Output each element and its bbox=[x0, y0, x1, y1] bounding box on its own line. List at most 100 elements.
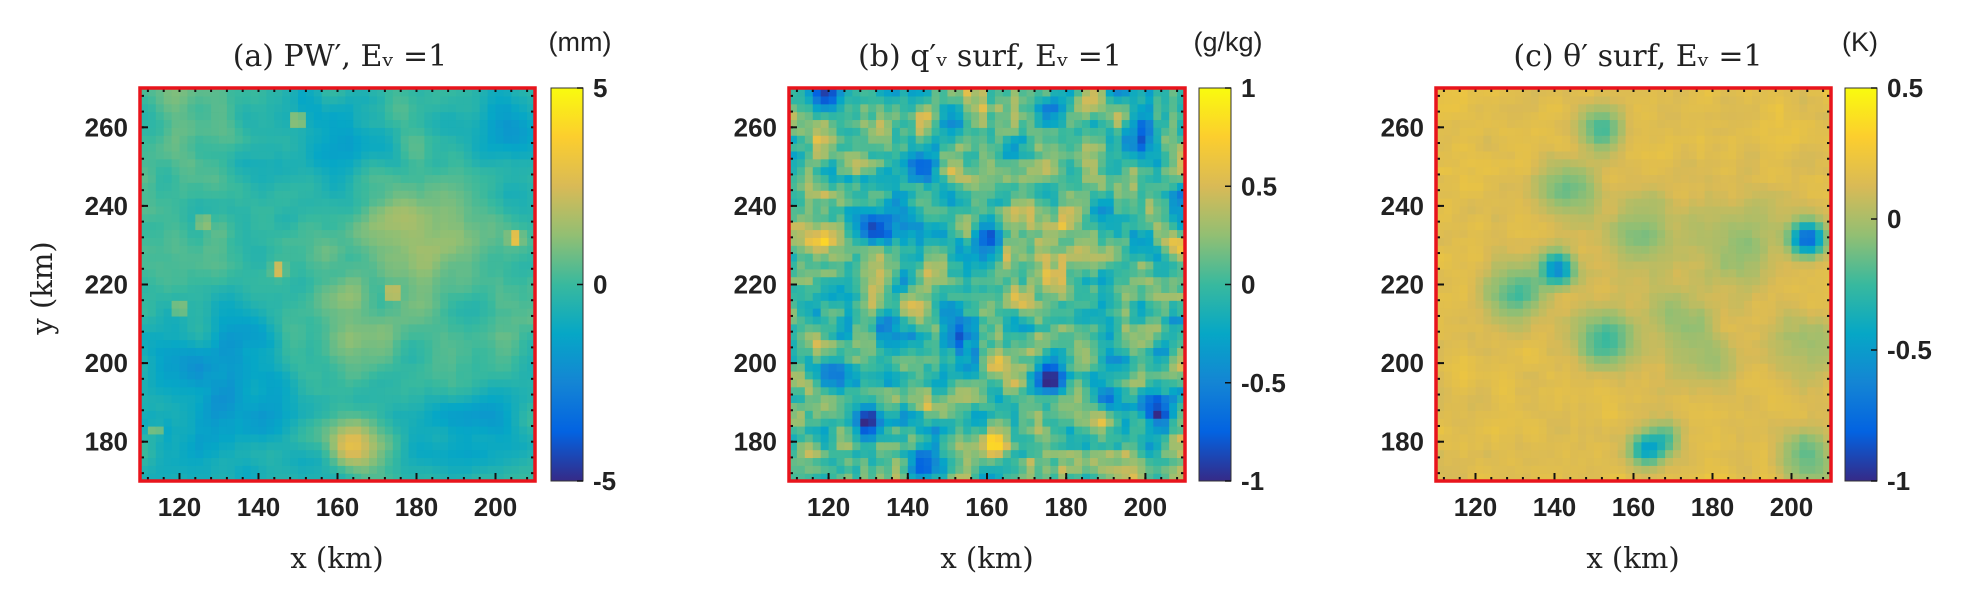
heatmap-cell bbox=[1042, 190, 1051, 199]
heatmap-cell bbox=[503, 386, 512, 396]
heatmap-cell bbox=[812, 315, 822, 325]
heatmap-cell bbox=[1089, 284, 1099, 293]
heatmap-cell bbox=[836, 308, 846, 317]
heatmap-cell bbox=[155, 418, 165, 427]
heatmap-cell bbox=[179, 284, 188, 293]
heatmap-cell bbox=[471, 198, 481, 207]
heatmap-cell bbox=[1066, 331, 1075, 341]
heatmap-cell bbox=[392, 370, 402, 380]
heatmap-cell bbox=[416, 253, 425, 262]
heatmap-cell bbox=[266, 425, 275, 435]
heatmap-cell bbox=[219, 245, 228, 254]
heatmap-cell bbox=[987, 245, 996, 254]
heatmap-cell bbox=[1010, 245, 1020, 254]
heatmap-cell bbox=[1002, 441, 1012, 451]
heatmap-cell bbox=[400, 378, 410, 388]
heatmap-cell bbox=[1161, 213, 1170, 223]
heatmap-cell bbox=[955, 386, 964, 396]
heatmap-cell bbox=[377, 95, 386, 105]
heatmap-cell bbox=[796, 276, 806, 286]
heatmap-cell bbox=[234, 292, 244, 301]
heatmap-cell bbox=[495, 276, 504, 286]
heatmap-cell bbox=[369, 331, 378, 341]
heatmap-cell bbox=[329, 363, 339, 372]
heatmap-cell bbox=[495, 300, 504, 309]
heatmap-cell bbox=[527, 378, 536, 388]
heatmap-cell bbox=[915, 473, 925, 482]
heatmap-cell bbox=[250, 253, 260, 262]
heatmap-cell bbox=[931, 465, 941, 474]
heatmap-cell bbox=[448, 433, 457, 443]
heatmap-cell bbox=[852, 260, 861, 270]
heatmap-cell bbox=[226, 323, 236, 333]
heatmap-cell bbox=[931, 315, 941, 325]
heatmap-cell bbox=[321, 363, 331, 372]
heatmap-cell bbox=[907, 473, 917, 482]
heatmap-cell bbox=[527, 143, 536, 152]
heatmap-cell bbox=[408, 95, 418, 105]
heatmap-cell bbox=[298, 174, 307, 183]
heatmap-cell bbox=[321, 370, 331, 380]
heatmap-cell bbox=[242, 449, 252, 459]
heatmap-cell bbox=[274, 370, 283, 380]
heatmap-cell bbox=[424, 300, 433, 309]
heatmap-cell bbox=[361, 418, 370, 427]
heatmap-cell bbox=[274, 308, 283, 317]
heatmap-cell bbox=[1121, 260, 1131, 270]
heatmap-cell bbox=[432, 103, 441, 113]
heatmap-cell bbox=[440, 323, 449, 333]
heatmap-cell bbox=[963, 292, 972, 301]
heatmap-cell bbox=[891, 315, 901, 325]
heatmap-cell bbox=[392, 418, 402, 427]
heatmap-cell bbox=[1002, 331, 1012, 341]
heatmap-cell bbox=[1034, 441, 1044, 451]
heatmap-cell bbox=[804, 213, 814, 223]
heatmap-cell bbox=[1097, 378, 1107, 388]
heatmap-cell bbox=[361, 300, 370, 309]
heatmap-cell bbox=[242, 339, 252, 348]
heatmap-cell bbox=[1169, 198, 1178, 207]
heatmap-cell bbox=[337, 166, 346, 176]
heatmap-cell bbox=[179, 166, 188, 176]
heatmap-cell bbox=[828, 300, 838, 309]
heatmap-cell bbox=[923, 284, 933, 293]
heatmap-cell bbox=[140, 331, 149, 341]
heatmap-cell bbox=[884, 331, 893, 341]
heatmap-cell bbox=[242, 457, 252, 466]
heatmap-cell bbox=[812, 300, 822, 309]
heatmap-cell bbox=[329, 221, 339, 231]
heatmap-cell bbox=[211, 229, 220, 238]
heatmap-cell bbox=[298, 378, 307, 388]
heatmap-cell bbox=[408, 213, 418, 223]
heatmap-cell bbox=[155, 386, 165, 396]
heatmap-cell bbox=[931, 449, 941, 459]
heatmap-cell bbox=[463, 308, 473, 317]
heatmap-cell bbox=[1002, 245, 1012, 254]
heatmap-cell bbox=[266, 135, 275, 144]
heatmap-cell bbox=[195, 308, 204, 317]
heatmap-cell bbox=[820, 166, 830, 176]
heatmap-cell bbox=[1042, 229, 1051, 238]
heatmap-cell bbox=[1169, 394, 1178, 403]
heatmap-cell bbox=[290, 425, 299, 435]
heatmap-cell bbox=[1089, 315, 1099, 325]
heatmap-cell bbox=[519, 378, 528, 388]
heatmap-cell bbox=[187, 363, 196, 372]
heatmap-cell bbox=[939, 135, 948, 144]
heatmap-cell bbox=[820, 268, 830, 278]
heatmap-cell bbox=[868, 300, 877, 309]
heatmap-cell bbox=[179, 237, 188, 246]
heatmap-cell bbox=[432, 441, 441, 451]
heatmap-cell bbox=[290, 205, 299, 215]
heatmap-cell bbox=[400, 473, 410, 482]
heatmap-cell bbox=[511, 331, 520, 341]
heatmap-cell bbox=[923, 339, 933, 348]
heatmap-cell bbox=[140, 323, 149, 333]
heatmap-cell bbox=[479, 315, 489, 325]
heatmap-cell bbox=[789, 135, 798, 144]
heatmap-cell bbox=[1066, 425, 1075, 435]
heatmap-cell bbox=[844, 119, 853, 128]
heatmap-cell bbox=[1002, 457, 1012, 466]
heatmap-cell bbox=[211, 331, 220, 341]
heatmap-cell bbox=[495, 386, 504, 396]
